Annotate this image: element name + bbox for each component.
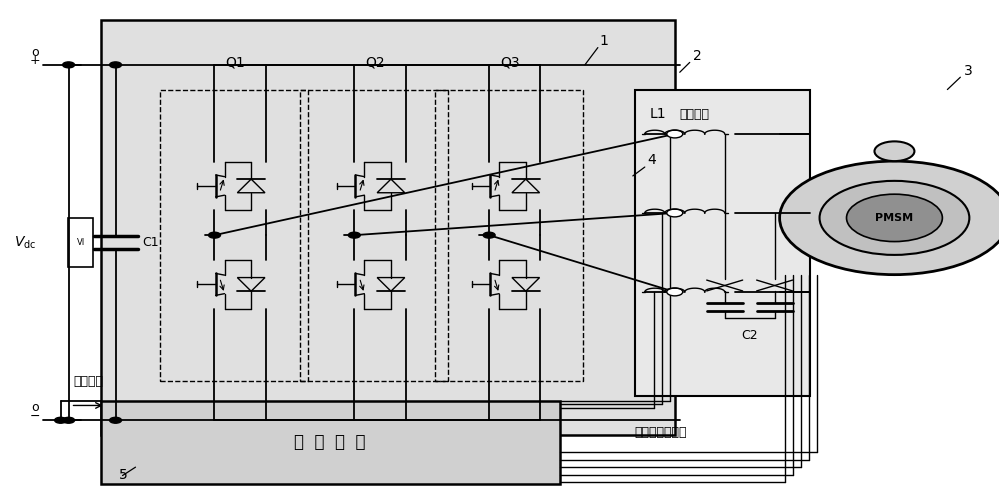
Circle shape <box>55 417 67 423</box>
Text: Q3: Q3 <box>500 56 520 70</box>
Text: 旋转变压器信号: 旋转变压器信号 <box>635 426 687 439</box>
Circle shape <box>110 417 122 423</box>
Text: 1: 1 <box>600 34 609 48</box>
Text: $V_{\rm dc}$: $V_{\rm dc}$ <box>14 234 37 251</box>
Circle shape <box>348 232 360 238</box>
Text: C2: C2 <box>741 329 758 342</box>
Text: 2: 2 <box>693 49 701 63</box>
Text: −: − <box>29 410 40 423</box>
Circle shape <box>63 62 75 68</box>
Circle shape <box>667 130 683 138</box>
Circle shape <box>667 209 683 217</box>
Text: 3: 3 <box>964 64 973 78</box>
Bar <box>160 90 308 381</box>
Text: +: + <box>29 54 40 67</box>
Text: VI: VI <box>76 238 85 247</box>
Circle shape <box>483 232 495 238</box>
Text: 三相电流: 三相电流 <box>680 108 710 121</box>
Bar <box>101 20 675 435</box>
Circle shape <box>110 62 122 68</box>
Circle shape <box>874 142 914 161</box>
Text: 直流电压: 直流电压 <box>74 375 104 388</box>
Bar <box>635 90 810 396</box>
Circle shape <box>63 417 75 423</box>
Circle shape <box>667 288 683 296</box>
Text: 4: 4 <box>648 152 657 167</box>
Circle shape <box>820 181 969 255</box>
Text: o: o <box>31 401 38 414</box>
Text: o: o <box>31 46 38 59</box>
Circle shape <box>209 232 220 238</box>
Text: 控  制  系  统: 控 制 系 统 <box>294 434 366 451</box>
Text: L1: L1 <box>650 107 666 121</box>
Bar <box>300 90 448 381</box>
Circle shape <box>780 161 1000 275</box>
Circle shape <box>847 194 942 242</box>
Text: 5: 5 <box>119 468 127 483</box>
Text: Q1: Q1 <box>225 56 245 70</box>
Text: PMSM: PMSM <box>875 213 914 223</box>
Text: C1: C1 <box>142 236 159 249</box>
Bar <box>435 90 583 381</box>
Bar <box>101 400 560 485</box>
Text: Q2: Q2 <box>365 56 385 70</box>
Bar <box>68 218 93 267</box>
